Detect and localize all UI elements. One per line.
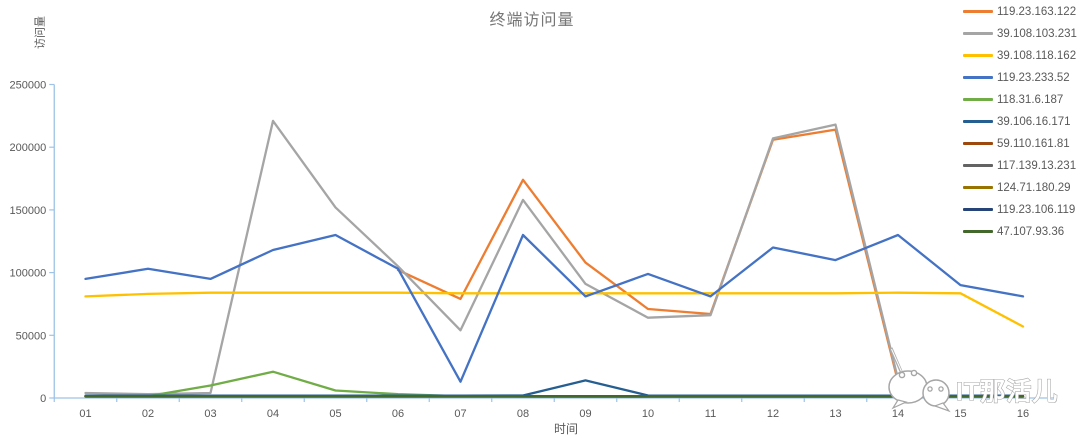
tick-labels: 01 02 03 04 05 06 07 08 09 10 11 12 13 14 15 16 0 50000 10… [10, 80, 1030, 421]
legend-swatch [963, 164, 993, 167]
y-tick-label: 200000 [10, 142, 47, 154]
legend-label: 39.108.103.231 [997, 27, 1077, 40]
legend-label: 119.23.163.122 [997, 5, 1077, 18]
legend-swatch [963, 54, 993, 57]
x-tick-label: 11 [705, 408, 716, 420]
pen-icon-highlight [891, 348, 904, 376]
x-tick-label: 03 [204, 408, 216, 420]
y-tick-label: 0 [40, 393, 46, 405]
legend-swatch [963, 98, 993, 101]
x-tick-label: 01 [79, 408, 91, 420]
legend-item: 59.110.161.81 [963, 137, 1077, 150]
legend-swatch [963, 76, 993, 79]
legend-item: 124.71.180.29 [963, 181, 1077, 194]
chart-title: 终端访问量 [489, 12, 575, 29]
wechat-bubble-small-tail [933, 402, 951, 413]
legend-label: 47.107.93.36 [997, 225, 1065, 238]
watermark: IT那活儿 [888, 347, 1058, 413]
legend-label: 39.108.118.162 [997, 49, 1077, 62]
y-tick-label: 250000 [10, 80, 47, 92]
legend-item: 39.106.16.171 [963, 115, 1077, 128]
legend-swatch [963, 142, 993, 145]
legend-swatch [963, 208, 993, 211]
x-axis-title: 时间 [553, 422, 578, 436]
legend-item: 119.23.106.119 [963, 203, 1077, 216]
x-tick-label: 07 [454, 408, 466, 420]
legend-swatch [963, 32, 993, 35]
x-tick-label: 04 [267, 408, 279, 420]
legend-label: 39.106.16.171 [997, 115, 1071, 128]
wechat-eye-icon [938, 386, 944, 392]
x-tick-label: 12 [767, 408, 779, 420]
x-tick-label: 08 [517, 408, 529, 420]
legend-item: 119.23.163.122 [963, 5, 1077, 18]
legend-item: 39.108.118.162 [963, 49, 1077, 62]
legend-label: 124.71.180.29 [997, 181, 1071, 194]
legend-swatch [963, 186, 993, 189]
x-tick-label: 15 [954, 408, 966, 420]
series-lines [84, 119, 1025, 398]
legend-label: 59.110.161.81 [997, 137, 1070, 150]
legend-item: 119.23.233.52 [963, 71, 1077, 84]
legend-label: 117.139.13.231 [997, 159, 1077, 172]
wechat-bubble-large-tail [891, 399, 908, 410]
legend-label: 119.23.233.52 [997, 71, 1070, 84]
legend-label: 118.31.6.187 [997, 93, 1064, 106]
legend-swatch [963, 120, 993, 123]
series-line-39.108.118.162 [84, 291, 1025, 328]
wechat-eye-icon [898, 371, 906, 379]
legend-label: 119.23.106.119 [997, 203, 1076, 216]
legend-item: 117.139.13.231 [963, 159, 1077, 172]
x-tick-label: 02 [142, 408, 154, 420]
wechat-eye-icon [910, 369, 918, 377]
x-tick-label: 14 [892, 408, 904, 420]
axes [49, 83, 1055, 402]
series-line-119.23.163.122 [396, 128, 900, 383]
legend-item: 47.107.93.36 [963, 225, 1077, 238]
y-tick-label: 100000 [10, 268, 47, 280]
x-tick-label: 05 [329, 408, 341, 420]
series-line-119.23.233.52 [84, 233, 1025, 383]
y-tick-label: 150000 [10, 205, 47, 217]
legend-swatch [963, 230, 993, 233]
legend-item: 118.31.6.187 [963, 93, 1077, 106]
series-line-118.31.6.187 [84, 370, 1025, 398]
legend-item: 39.108.103.231 [963, 27, 1077, 40]
x-tick-label: 09 [579, 408, 591, 420]
x-tick-label: 10 [642, 408, 654, 420]
legend-swatch [963, 10, 993, 13]
wechat-eye-icon [927, 386, 933, 392]
x-tick-label: 16 [1017, 408, 1029, 420]
y-tick-label: 50000 [16, 330, 47, 342]
legend: 119.23.163.122 39.108.103.231 39.108.118.1… [963, 5, 1077, 238]
series-line-39.108.103.231 [84, 119, 900, 396]
watermark-text: IT那活儿 [956, 378, 1058, 406]
wechat-bubble-small-icon [922, 379, 950, 407]
wechat-bubble-large-icon [888, 370, 928, 404]
x-tick-label: 13 [829, 408, 841, 420]
x-tick-label: 06 [392, 408, 404, 420]
